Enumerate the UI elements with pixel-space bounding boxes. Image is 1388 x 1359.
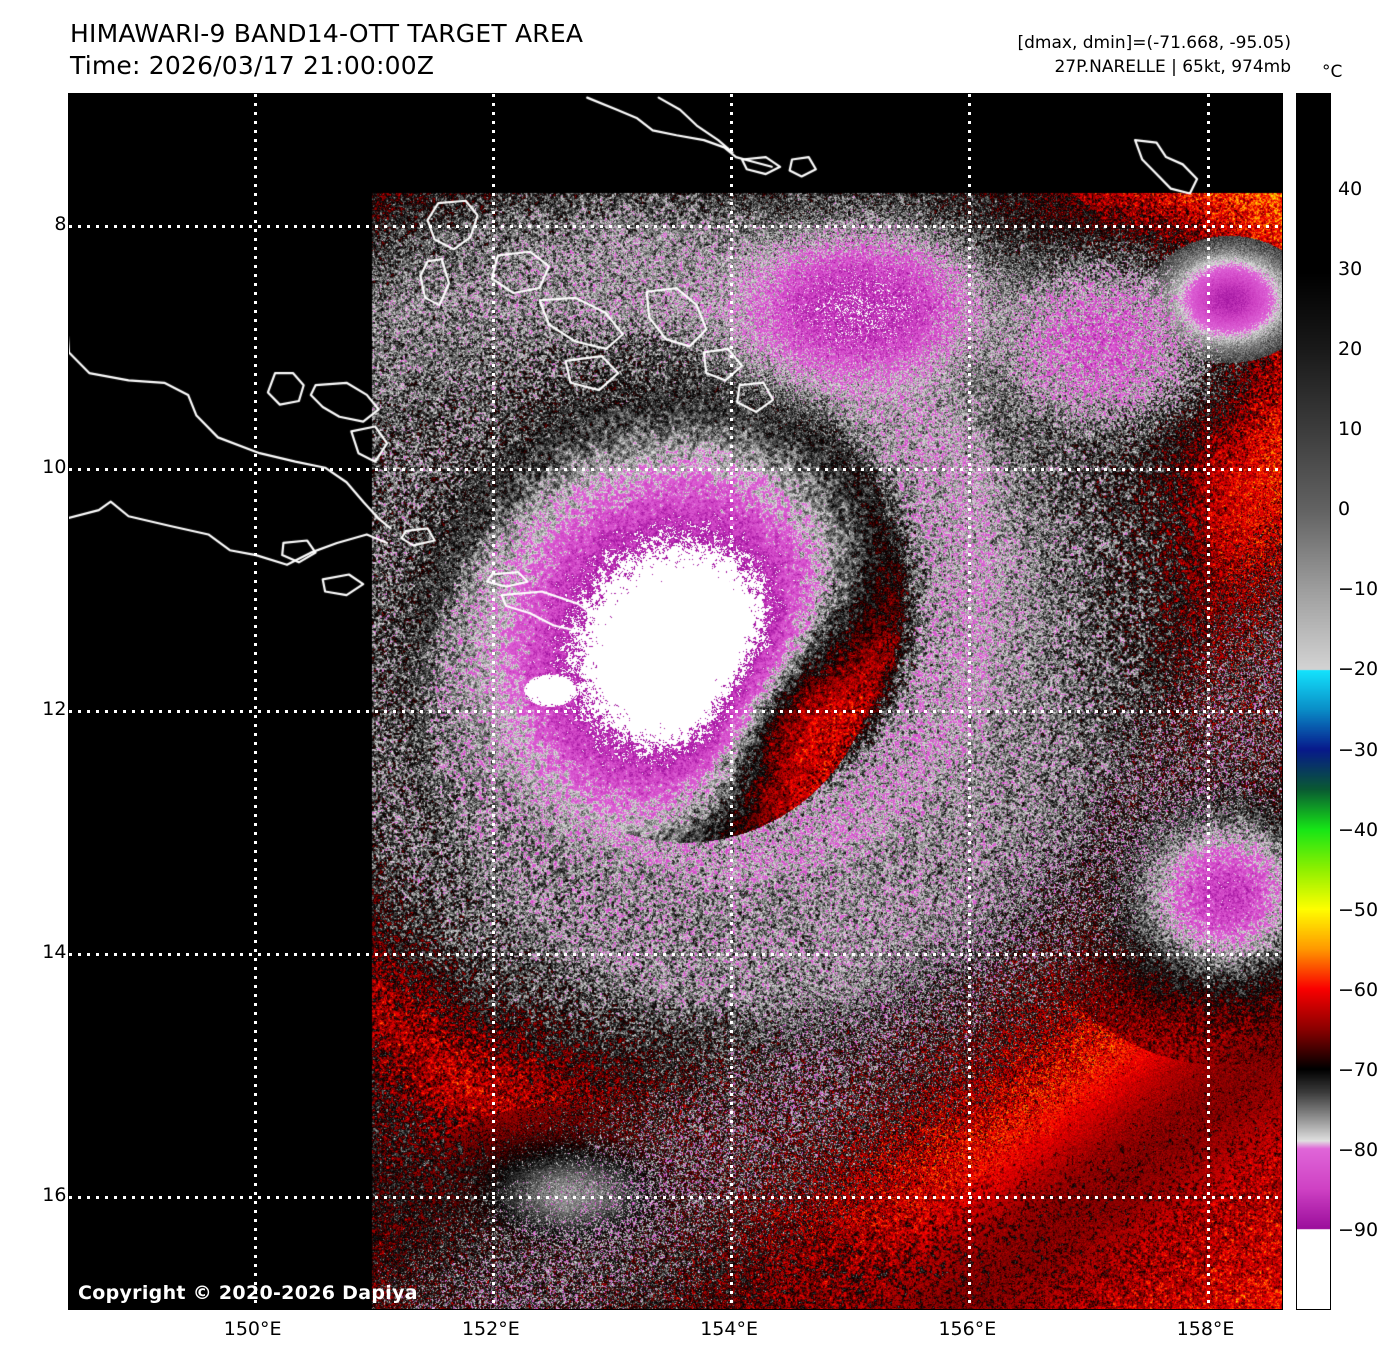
ytick-label: 14°S — [42, 941, 88, 964]
metadata-block: [dmax, dmin]=(-71.668, -95.05) 27P.NAREL… — [831, 31, 1292, 79]
xtick-label: 150°E — [223, 1318, 282, 1340]
colorbar-tick-label: −60 — [1338, 978, 1379, 1001]
ytick-label: 12°S — [42, 698, 88, 721]
page-title: HIMAWARI-9 BAND14-OTT TARGET AREA Time: … — [70, 18, 770, 82]
xtick-label: 156°E — [938, 1318, 997, 1340]
colorbar-tick-label: 20 — [1338, 338, 1363, 361]
colorbar-tick-label: 10 — [1338, 418, 1363, 441]
colorbar-tick-label: −30 — [1338, 738, 1379, 761]
colorbar-unit-label: °C — [1322, 62, 1343, 82]
ytick-label: 16°S — [42, 1183, 88, 1206]
colorbar-tick-label: 0 — [1338, 498, 1351, 521]
xtick-label: 154°E — [700, 1318, 758, 1340]
satellite-image-plot — [68, 93, 1283, 1310]
copyright-notice: Copyright © 2020-2026 Dapiya — [78, 1282, 418, 1304]
colorbar-tick-label: −80 — [1338, 1138, 1379, 1161]
ytick-label: 8°S — [54, 213, 88, 236]
title-line-time: Time: 2026/03/17 21:00:00Z — [70, 51, 435, 80]
colorbar-tick-label: 40 — [1338, 178, 1363, 201]
xtick-label: 158°E — [1176, 1318, 1235, 1340]
colorbar-gradient — [1296, 93, 1331, 1310]
colorbar-tick-label: −50 — [1338, 898, 1379, 921]
temperature-colorbar — [1296, 93, 1331, 1310]
colorbar-tick-label: −10 — [1338, 578, 1379, 601]
dmax-dmin-readout: [dmax, dmin]=(-71.668, -95.05) — [1017, 33, 1292, 53]
colorbar-tick-label: −20 — [1338, 658, 1379, 681]
colorbar-tick-label: −70 — [1338, 1058, 1379, 1081]
xtick-label: 152°E — [461, 1318, 520, 1340]
infrared-satellite-imagery — [69, 94, 1282, 1309]
ytick-label: 10°S — [42, 455, 88, 478]
title-line-product: HIMAWARI-9 BAND14-OTT TARGET AREA — [70, 19, 584, 48]
colorbar-tick-label: −40 — [1338, 818, 1379, 841]
colorbar-tick-label: −90 — [1338, 1218, 1379, 1241]
colorbar-tick-label: 30 — [1338, 258, 1363, 281]
storm-identifier: 27P.NARELLE | 65kt, 974mb — [1054, 57, 1291, 77]
